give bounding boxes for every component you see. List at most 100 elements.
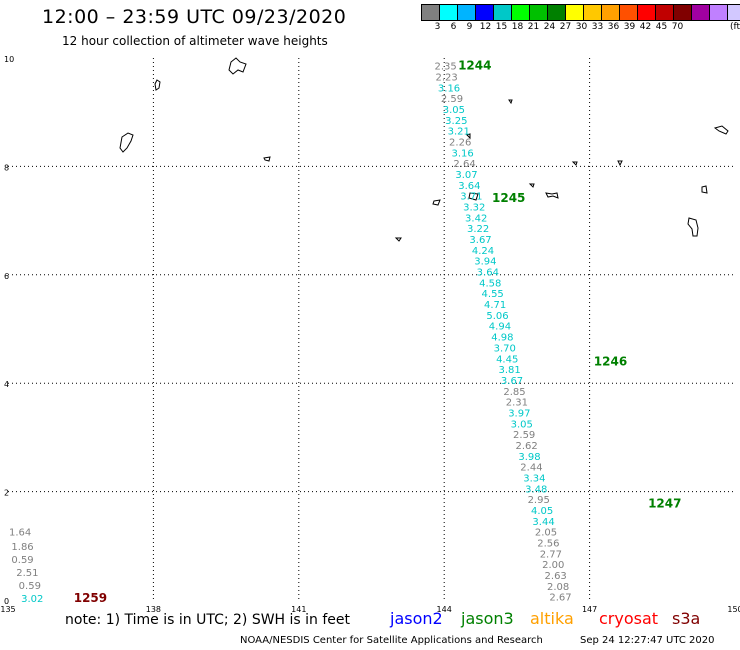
wave-height-value: 2.23 [435,72,457,83]
scale-label: 36 [607,22,620,32]
land-outline [228,57,247,75]
wave-height-value: 2.59 [513,430,535,441]
wave-height-value: 2.95 [528,495,550,506]
scale-label: 15 [495,22,508,32]
wave-height-value: 2.67 [549,593,571,604]
wave-height-value: 2.56 [537,539,559,550]
x-tick-label: 147 [582,605,597,614]
wave-height-value: 2.77 [540,549,562,560]
wave-height-value: 3.02 [21,594,43,605]
scale-label: 27 [559,22,572,32]
y-tick-label: 0 [4,597,9,606]
wave-height-value: 4.55 [482,289,504,300]
track-time-label: 1247 [648,497,681,511]
track-time-label: 1246 [594,355,627,369]
wave-height-value: 2.62 [515,441,537,452]
x-tick-label: 144 [437,605,452,614]
wave-height-value: 2.05 [535,528,557,539]
y-tick-label: 4 [4,380,9,389]
wave-height-value: 3.21 [448,127,470,138]
scale-label: 30 [575,22,588,32]
wave-height-value: 3.16 [451,148,473,159]
credit-line: NOAA/NESDIS Center for Satellite Applica… [240,635,543,646]
wave-height-value: 4.58 [479,278,501,289]
wave-height-value: 3.64 [458,181,480,192]
wave-height-value: 2.63 [545,571,567,582]
scale-label: 42 [639,22,652,32]
wave-height-value: 3.34 [523,474,545,485]
wave-height-value: 4.45 [496,354,518,365]
wave-height-value: 3.05 [511,419,533,430]
wave-height-value: 3.42 [465,213,487,224]
x-tick-label: 150 [727,605,740,614]
scale-swatch [727,4,740,21]
wave-height-value: 5.06 [486,311,508,322]
land-outline [617,160,623,167]
wave-height-value: 3.67 [469,235,491,246]
scale-label: 45 [655,22,668,32]
scale-label: 70 [671,22,684,32]
scale-label: 21 [527,22,540,32]
y-tick-label: 8 [4,163,9,172]
wave-height-value: 3.07 [455,170,477,181]
track-time-label: 1259 [74,591,107,605]
land-outline [466,133,471,140]
wave-height-value: 3.22 [467,224,489,235]
wave-height-value: 3.70 [494,343,516,354]
land-outline [468,192,479,201]
land-outline [432,199,441,206]
wave-height-value: 3.98 [518,452,540,463]
y-tick-label: 10 [4,55,14,64]
wave-height-value: 4.05 [531,506,553,517]
scale-label: 12 [479,22,492,32]
y-tick-label: 2 [4,489,9,498]
wave-height-value: 2.44 [520,463,542,474]
wave-height-value: 4.24 [472,246,494,257]
wave-height-value: 1.86 [11,542,33,553]
satellite-jason2: jason2 [390,609,443,628]
wave-height-value: 2.08 [547,582,569,593]
page-subtitle: 12 hour collection of altimeter wave hei… [62,34,328,48]
land-outline [571,161,578,166]
satellite-cryosat: cryosat [599,609,659,628]
scale-label: 39 [623,22,636,32]
land-outline [154,79,161,91]
wave-height-value: 3.94 [474,257,496,268]
wave-height-value: 3.48 [525,484,547,495]
land-outline [263,156,271,162]
wave-height-value: 1.64 [9,528,31,539]
wave-height-value: 3.32 [463,203,485,214]
land-outline [687,217,699,237]
wave-height-value: 4.94 [489,322,511,333]
wave-height-value: 3.67 [501,376,523,387]
scale-label: 24 [543,22,556,32]
wave-height-value: 3.64 [477,268,499,279]
land-outline [394,237,402,242]
wave-height-value: 2.51 [16,568,38,579]
wave-height-value: 3.16 [438,83,460,94]
wave-height-value: 2.26 [449,137,471,148]
wave-height-value: 2.31 [506,398,528,409]
wave-height-value: 3.05 [443,105,465,116]
land-outline [119,132,134,153]
scale-label: 6 [450,22,457,32]
scale-label: 3 [434,22,441,32]
wave-height-value: 0.59 [19,581,41,592]
wave-height-value: 4.98 [491,333,513,344]
x-tick-label: 141 [291,605,306,614]
scale-label: 33 [591,22,604,32]
land-outline [701,185,708,194]
wave-height-value: 3.71 [460,192,482,203]
wave-height-value: 4.71 [484,300,506,311]
land-outline [545,192,559,199]
land-outline [528,183,535,188]
wave-height-value: 2.00 [542,560,564,571]
wave-height-value: 2.59 [441,94,463,105]
wave-height-value: 3.25 [445,116,467,127]
track-time-label: 1244 [458,59,491,73]
color-scale [421,4,740,21]
scale-label: 18 [511,22,524,32]
y-tick-label: 6 [4,272,9,281]
satellite-altika: altika [530,609,574,628]
